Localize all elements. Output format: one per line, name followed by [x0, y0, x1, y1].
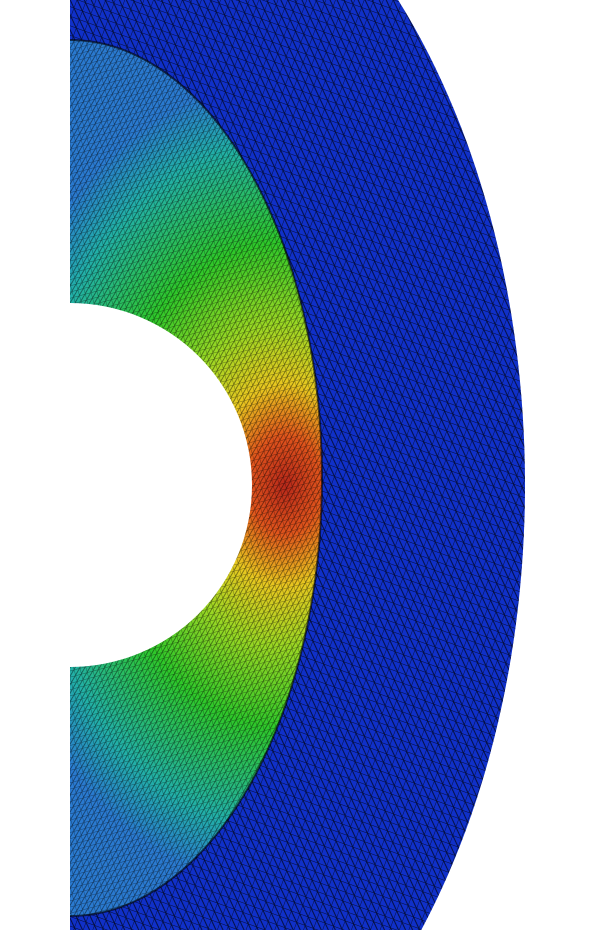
interface-line: [70, 39, 323, 917]
hole: [70, 303, 252, 667]
model: [70, 0, 525, 930]
